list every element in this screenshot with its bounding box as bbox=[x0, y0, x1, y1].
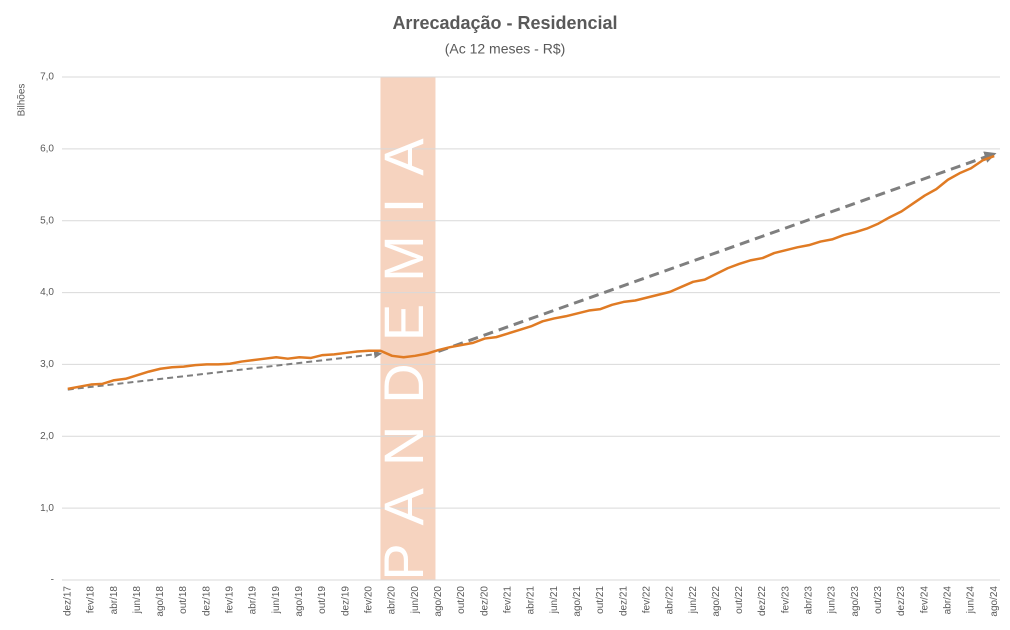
x-tick-label: abr/23 bbox=[804, 586, 815, 615]
x-tick-label: fev/20 bbox=[364, 586, 375, 614]
x-tick-label: abr/20 bbox=[387, 586, 398, 615]
x-tick-label: out/18 bbox=[178, 586, 189, 614]
x-tick-label: fev/21 bbox=[502, 586, 513, 614]
x-tick-label: ago/21 bbox=[572, 586, 583, 617]
x-tick-label: fev/22 bbox=[641, 586, 652, 614]
x-tick-label: ago/22 bbox=[711, 586, 722, 617]
chart-title: Arrecadação - Residencial bbox=[392, 13, 617, 33]
x-tick-label: jun/18 bbox=[132, 586, 143, 615]
x-tick-label: out/21 bbox=[595, 586, 606, 614]
x-tick-label: fev/18 bbox=[86, 586, 97, 614]
x-tick-label: dez/18 bbox=[201, 586, 212, 616]
chart-subtitle: (Ac 12 meses - R$) bbox=[445, 41, 566, 57]
x-tick-label: dez/20 bbox=[479, 586, 490, 616]
x-tick-label: out/20 bbox=[456, 586, 467, 614]
x-tick-label: ago/18 bbox=[155, 586, 166, 617]
y-tick-label: - bbox=[51, 575, 54, 586]
x-tick-label: jun/23 bbox=[827, 586, 838, 615]
x-tick-label: ago/24 bbox=[989, 586, 1000, 617]
y-tick-label: 5,0 bbox=[40, 215, 54, 226]
x-tick-label: abr/19 bbox=[248, 586, 259, 615]
x-tick-label: out/19 bbox=[317, 586, 328, 614]
x-tick-label: abr/18 bbox=[109, 586, 120, 615]
y-tick-label: 4,0 bbox=[40, 287, 54, 298]
x-tick-label: jun/22 bbox=[688, 586, 699, 615]
x-tick-label: fev/19 bbox=[225, 586, 236, 614]
x-tick-label: dez/21 bbox=[618, 586, 629, 616]
y-axis-label: Bilhões bbox=[17, 84, 28, 117]
x-tick-label: abr/24 bbox=[943, 586, 954, 615]
x-tick-label: fev/24 bbox=[919, 586, 930, 614]
x-tick-label: out/22 bbox=[734, 586, 745, 614]
x-tick-label: abr/21 bbox=[526, 586, 537, 615]
y-tick-label: 6,0 bbox=[40, 143, 54, 154]
x-tick-label: jun/20 bbox=[410, 586, 421, 615]
trend-arrow bbox=[67, 350, 383, 391]
x-tick-label: dez/22 bbox=[757, 586, 768, 616]
x-tick-label: dez/23 bbox=[896, 586, 907, 616]
y-tick-label: 1,0 bbox=[40, 503, 54, 514]
x-tick-label: ago/23 bbox=[850, 586, 861, 617]
region-label: PANDEMIA bbox=[372, 116, 435, 580]
x-tick-label: jun/21 bbox=[549, 586, 560, 615]
x-tick-label: fev/23 bbox=[780, 586, 791, 614]
shaded-region bbox=[380, 77, 436, 580]
x-tick-label: dez/19 bbox=[340, 586, 351, 616]
x-tick-label: ago/20 bbox=[433, 586, 444, 617]
y-tick-label: 3,0 bbox=[40, 359, 54, 370]
trend-arrow bbox=[437, 151, 997, 353]
data-line bbox=[67, 154, 995, 391]
x-tick-label: jun/19 bbox=[271, 586, 282, 615]
y-tick-label: 7,0 bbox=[40, 72, 54, 83]
x-tick-label: jun/24 bbox=[966, 586, 977, 615]
x-tick-label: ago/19 bbox=[294, 586, 305, 617]
x-tick-label: dez/17 bbox=[62, 586, 73, 616]
x-tick-label: out/23 bbox=[873, 586, 884, 614]
y-tick-label: 2,0 bbox=[40, 431, 54, 442]
x-tick-label: abr/22 bbox=[665, 586, 676, 615]
